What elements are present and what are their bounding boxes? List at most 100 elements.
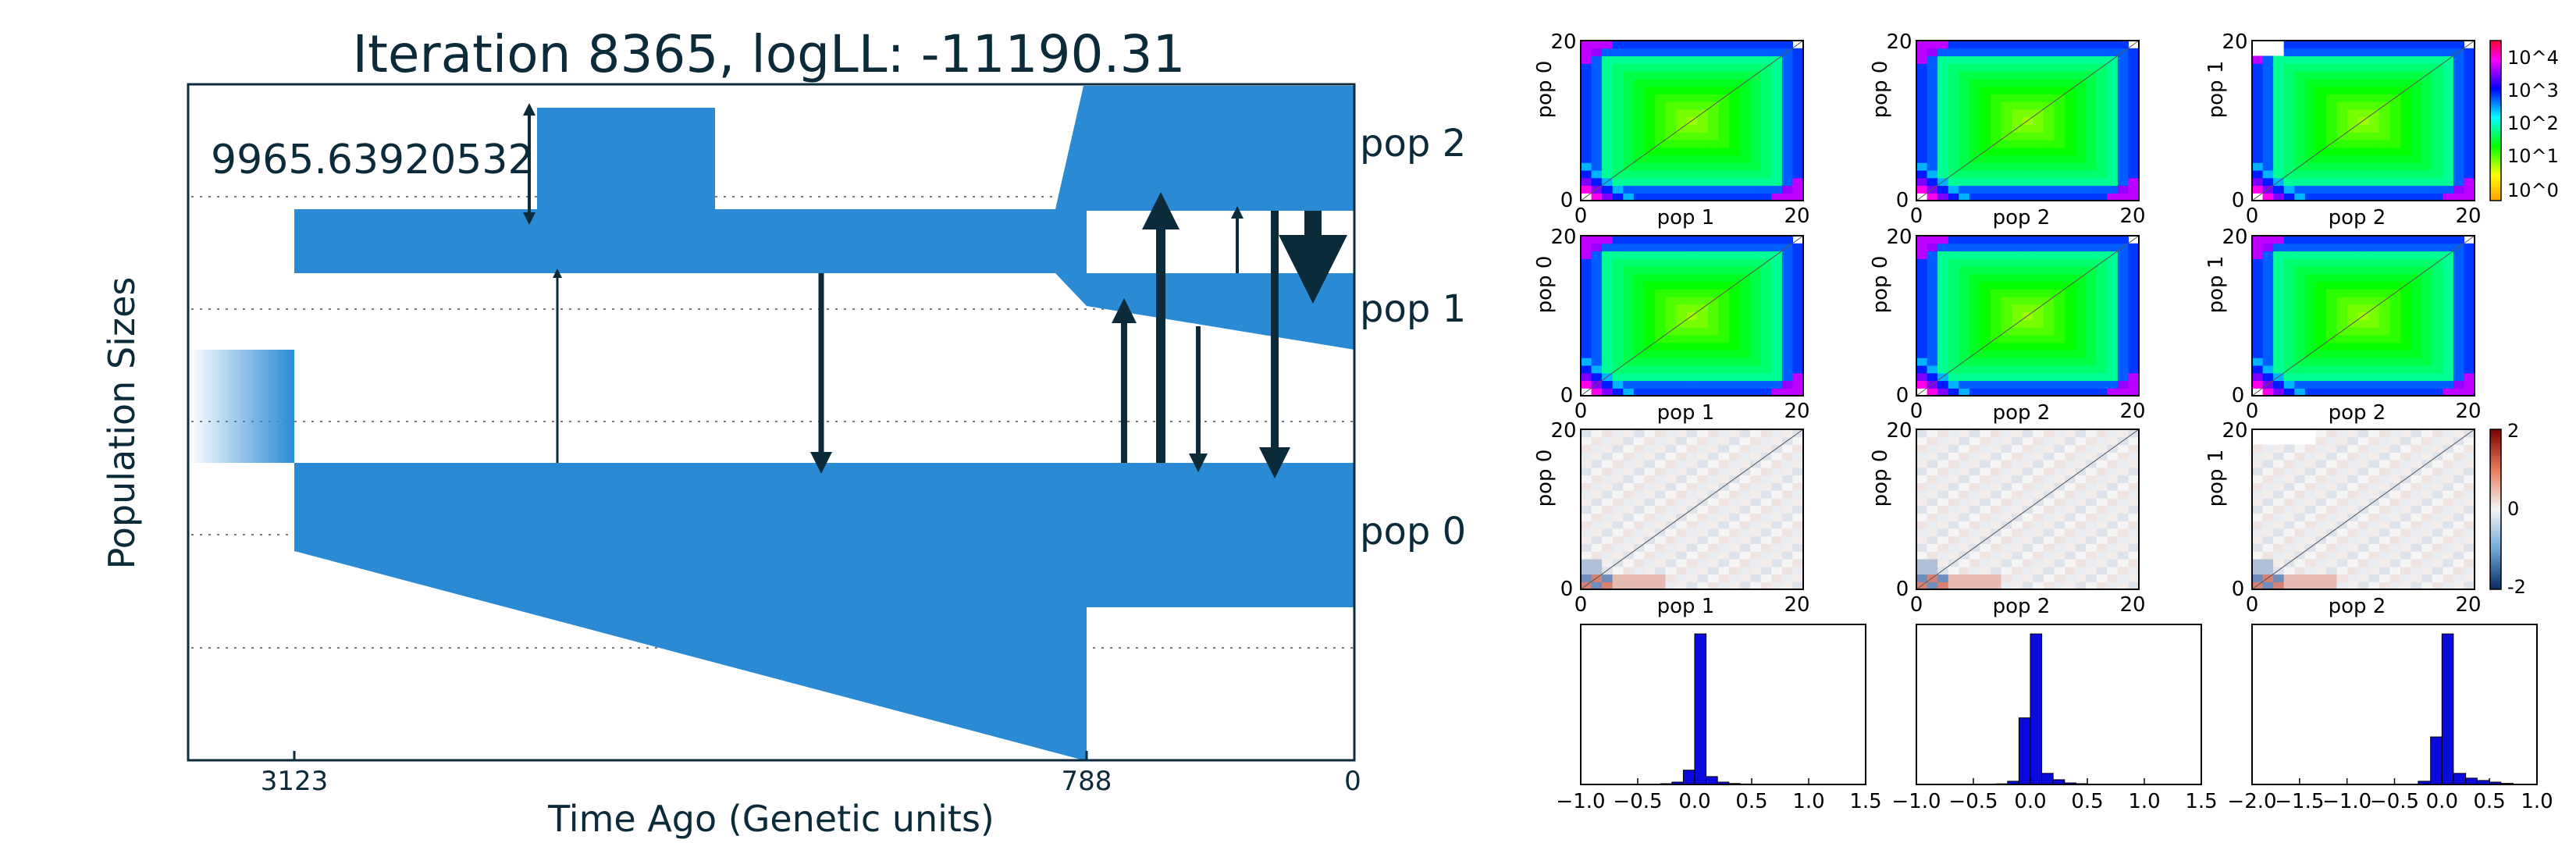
heatmap-cell [2117, 193, 2129, 201]
heatmap-cell [2464, 467, 2475, 476]
heatmap-cell [2389, 281, 2401, 290]
heatmap-cell [2379, 41, 2391, 49]
residual-colorbar-bar [2489, 429, 2502, 590]
heatmap-cell [1948, 78, 1959, 87]
heatmap-cell [2262, 169, 2274, 179]
heatmap-cell [2411, 444, 2422, 453]
heatmap-cell [1633, 116, 1646, 125]
heatmap-cell [1937, 319, 1949, 328]
heatmap-cell [2107, 169, 2119, 179]
heatmap-cell [2357, 365, 2369, 374]
heatmap-cell [1676, 94, 1688, 102]
heatmap-cell [2107, 139, 2119, 148]
heatmap-cell [1623, 543, 1635, 552]
heatmap-cell [1760, 551, 1772, 560]
heatmap-cell [1655, 543, 1667, 552]
heatmap-cell [1581, 162, 1592, 171]
heatmap-cell [1707, 475, 1720, 483]
heatmap-cell [1697, 444, 1709, 453]
heatmap-cell [2043, 365, 2055, 374]
heatmap-cell [1718, 48, 1730, 57]
heatmap-cell [2043, 78, 2055, 87]
heatmap-cell [2107, 388, 2119, 397]
heatmap-cell [1655, 452, 1667, 461]
y-tick-label: 20 [2222, 226, 2247, 249]
heatmap-cell [1591, 251, 1603, 259]
heatmap-cell [2464, 372, 2475, 382]
heatmap-cell [2379, 78, 2391, 87]
heatmap-cell [1633, 388, 1646, 397]
heatmap-cell [1959, 116, 1970, 125]
heatmap-cell [2033, 193, 2044, 201]
heatmap-cell [2357, 251, 2369, 259]
heatmap-cell [2001, 574, 2012, 582]
heatmap-cell [2273, 139, 2285, 148]
heatmap-cell [2347, 365, 2359, 374]
heatmap-cell [2315, 162, 2327, 171]
heatmap-cell [1991, 505, 2002, 514]
heatmap-cell [1750, 319, 1762, 328]
heatmap-cell [1686, 251, 1698, 259]
heatmap-cell [1948, 467, 1959, 476]
heatmap-cell [2262, 467, 2274, 476]
heatmap-cell [2107, 566, 2119, 575]
heatmap-cell [1623, 460, 1635, 468]
heatmap-cell [1948, 513, 1959, 521]
heatmap-cell [2389, 55, 2401, 64]
heatmap-cell [2075, 327, 2087, 336]
heatmap-cell [1760, 162, 1772, 171]
heatmap-cell [1633, 266, 1646, 275]
heatmap-cell [2107, 380, 2119, 389]
heatmap-cell [2252, 116, 2264, 125]
heatmap-cell [1937, 124, 1949, 133]
heatmap-cell [2022, 372, 2033, 382]
heatmap-cell [1760, 334, 1772, 343]
heatmap-cell [2357, 101, 2369, 110]
heatmap-cell [1980, 304, 1991, 313]
heatmap-cell [1792, 297, 1804, 305]
heatmap-cell [2022, 551, 2033, 560]
heatmap-cell [1771, 551, 1783, 560]
heatmap-cell [2464, 48, 2475, 57]
heatmap-cell [1581, 101, 1592, 110]
heatmap-cell [2128, 251, 2140, 259]
heatmap-cell [2012, 193, 2023, 201]
heatmap-cell [1937, 41, 1949, 49]
heatmap-cell [1991, 497, 2002, 507]
heatmap-cell [2336, 147, 2348, 156]
heatmap-cell [2283, 236, 2295, 244]
heatmap-cell [2336, 41, 2348, 49]
heatmap-cell [2262, 513, 2274, 521]
heatmap-cell [1644, 429, 1656, 438]
heatmap-cell [1581, 108, 1592, 118]
heatmap-cell [1781, 55, 1794, 64]
heatmap-cell [2443, 528, 2454, 537]
heatmap-cell [1781, 513, 1794, 521]
heatmap-cell [2368, 342, 2380, 351]
heatmap-cell [2128, 342, 2140, 351]
heatmap-cell [2075, 139, 2087, 148]
y-tick-label: 20 [1550, 226, 1576, 249]
heatmap-cell [1591, 521, 1603, 529]
heatmap-cell [1665, 55, 1677, 64]
heatmap-cell [1916, 444, 1928, 453]
heatmap-cell [2128, 177, 2140, 187]
heatmap-cell [1916, 490, 1928, 499]
heatmap-cell [2043, 444, 2055, 453]
heatmap-cell [2128, 558, 2140, 567]
heatmap-cell [2411, 289, 2422, 297]
heatmap-cell [2022, 558, 2033, 567]
heatmap-cell [1948, 101, 1959, 110]
heatmap-cell [1686, 155, 1698, 163]
heatmap-cell [2464, 357, 2475, 366]
heatmap-cell [2294, 63, 2306, 72]
heatmap-cell [1591, 193, 1603, 201]
heatmap-cell [2443, 372, 2454, 382]
heatmap-cell [1676, 155, 1688, 163]
heatmap-cell [2389, 319, 2401, 328]
heatmap-cell [2453, 94, 2465, 102]
heatmap-cell [2117, 177, 2129, 187]
heatmap-cell [2107, 334, 2119, 343]
heatmap-cell [2400, 273, 2412, 283]
heatmap-cell [2453, 63, 2465, 72]
